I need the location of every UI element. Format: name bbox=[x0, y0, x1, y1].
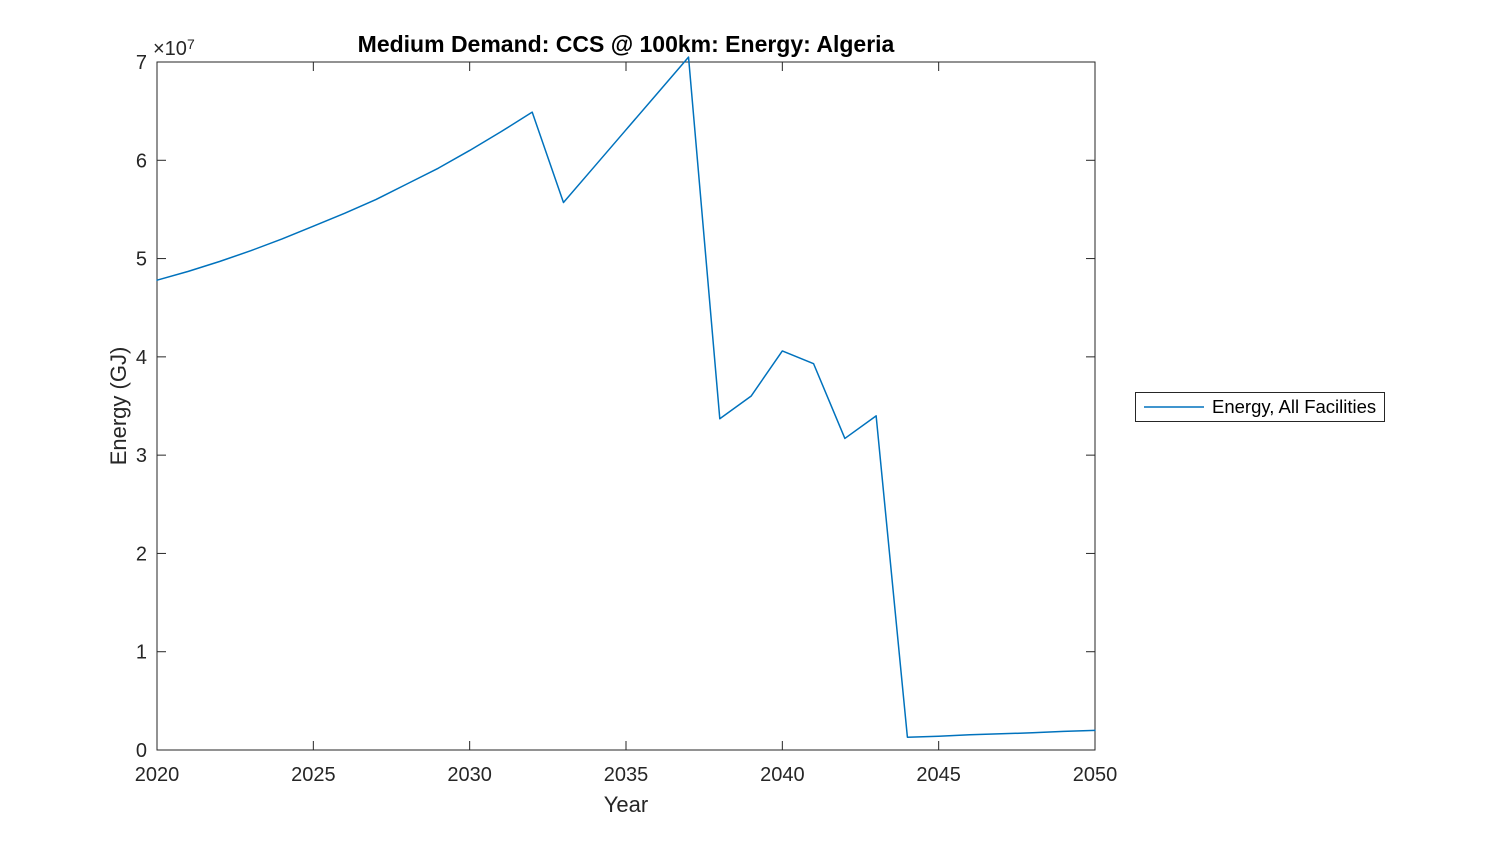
y-tick-label: 1 bbox=[136, 642, 147, 664]
y-axis-exponent-base: ×10 bbox=[153, 38, 187, 60]
legend: Energy, All Facilities bbox=[1135, 392, 1386, 422]
y-tick-label: 7 bbox=[136, 52, 147, 74]
x-tick-label: 2045 bbox=[916, 764, 961, 786]
axes-box bbox=[156, 61, 1096, 751]
y-tick-label: 2 bbox=[136, 543, 147, 565]
x-tick-label: 2035 bbox=[604, 764, 649, 786]
y-tick-label: 4 bbox=[136, 347, 147, 369]
y-tick-label: 3 bbox=[136, 445, 147, 467]
legend-item-label: Energy, All Facilities bbox=[1212, 396, 1377, 417]
y-axis-exponent-power: 7 bbox=[186, 36, 195, 52]
y-axis-exponent: ×107 bbox=[153, 36, 195, 61]
x-tick-label: 2020 bbox=[135, 764, 180, 786]
x-axis-label: Year bbox=[603, 792, 649, 817]
y-tick-label: 0 bbox=[136, 740, 147, 762]
x-tick-label: 2025 bbox=[291, 764, 336, 786]
x-tick-label: 2030 bbox=[447, 764, 492, 786]
y-tick-label: 6 bbox=[136, 150, 147, 172]
data-line bbox=[156, 56, 1096, 738]
chart-title: Medium Demand: CCS @ 100km: Energy: Alge… bbox=[357, 31, 895, 57]
y-tick-label: 5 bbox=[136, 249, 147, 271]
x-tick-label: 2040 bbox=[760, 764, 805, 786]
x-tick-label: 2050 bbox=[1073, 764, 1118, 786]
legend-line-sample bbox=[1144, 392, 1204, 422]
